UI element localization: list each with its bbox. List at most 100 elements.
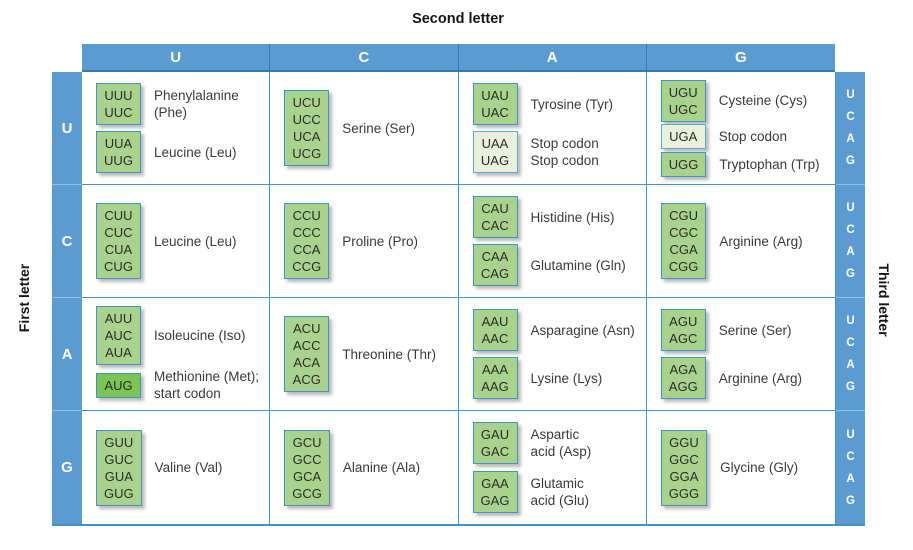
start-codon-box: AUG [96, 372, 141, 398]
codon-box: CAU CAC [472, 196, 518, 238]
codon-box: UAU UAC [472, 83, 518, 125]
third-letter-stack-rowA: U C A G [836, 298, 865, 411]
codon-group: GCU GCC GCA GCG Alanine (Ala) [284, 429, 453, 506]
codon-box: AGU AGC [660, 309, 706, 351]
cell-UC: UCU UCC UCA UCG Serine (Ser) [270, 72, 459, 185]
codon-group: CAU CAC Histidine (His) [472, 196, 642, 238]
first-letter-column: U C A G [52, 72, 82, 526]
codon-box: UGU UGC [660, 79, 706, 122]
amino-acid-label: Alanine (Ala) [342, 460, 421, 475]
cell-AG: AGU AGC Serine (Ser) AGA AGG Arginine (A… [646, 298, 835, 411]
codon-group: UCU UCC UCA UCG Serine (Ser) [284, 90, 453, 166]
codon-box: CGU CGC CGA CGG [660, 203, 707, 279]
codon-box: GUU GUC GUA GUG [96, 429, 142, 506]
amino-acid-label: Glutamine (Gln) [530, 257, 626, 273]
cell-CC: CCU CCC CCA CCG Proline (Pro) [270, 185, 459, 298]
third-letter-axis-label: Third letter [876, 263, 892, 337]
codon-group: CUU CUC CUA CUG Leucine (Leu) [96, 203, 265, 279]
header-letter-C: C [270, 44, 459, 70]
codon-box: UAA UAG [472, 131, 518, 173]
amino-acid-label: Proline (Pro) [342, 233, 419, 249]
codon-box: CUU CUC CUA CUG [96, 203, 141, 279]
codon-box: UGA [660, 124, 706, 149]
codon-group: AUU AUC AUA Isoleucine (Iso) [96, 306, 265, 365]
codon-box: GAU GAC [472, 422, 518, 465]
codon-group: GUU GUC GUA GUG Valine (Val) [96, 429, 265, 506]
codon-box: UUA UUG [96, 131, 141, 173]
cell-GC: GCU GCC GCA GCG Alanine (Ala) [270, 411, 459, 524]
amino-acid-label: Phenylalanine (Phe) [154, 88, 239, 120]
amino-acid-label: Leucine (Leu) [154, 144, 237, 160]
amino-acid-label: Stop codon [718, 129, 788, 144]
cell-CA: CAU CAC Histidine (His) CAA CAG Glutamin… [458, 185, 647, 298]
third-letter-stack-rowG: U C A G [846, 428, 855, 507]
cell-CG: CGU CGC CGA CGG Arginine (Arg) [646, 185, 835, 298]
codon-group: GAU GAC Aspartic acid (Asp) [472, 422, 642, 465]
codon-box: GCU GCC GCA GCG [284, 429, 330, 506]
amino-acid-label: Histidine (His) [530, 209, 615, 225]
codon-box: CCU CCC CCA CCG [284, 203, 330, 279]
cell-CU: CUU CUC CUA CUG Leucine (Leu) [82, 185, 271, 298]
codon-box: GAA GAG [472, 470, 518, 513]
third-letter-stack-rowU: U C A G [836, 72, 865, 185]
header-letter-G: G [735, 48, 747, 66]
header-letter-U: U [82, 44, 271, 70]
codon-box: UGG [660, 151, 707, 177]
cell-GA: GAU GAC Aspartic acid (Asp) GAA GAG Glut… [458, 411, 647, 524]
codon-group: AAA AAG Lysine (Lys) [472, 357, 642, 399]
codon-group: UGA Stop codon [660, 124, 831, 149]
first-letter-G: G [61, 459, 73, 476]
amino-acid-label: Stop codon Stop codon [530, 136, 599, 168]
third-letter-column: U C A G U C A G U C A G U C A G [835, 72, 865, 526]
codon-group: AGA AGG Arginine (Arg) [660, 357, 831, 399]
amino-acid-label: Asparagine (Asn) [530, 322, 635, 338]
codon-group: CAA CAG Glutamine (Gln) [472, 244, 642, 286]
cell-UG: UGU UGC Cysteine (Cys) UGA Stop codon UG… [646, 72, 835, 185]
codon-group: CCU CCC CCA CCG Proline (Pro) [284, 203, 453, 279]
cell-GU: GUU GUC GUA GUG Valine (Val) [82, 411, 271, 524]
cell-GG: GGU GGC GGA GGG Glycine (Gly) [646, 411, 835, 524]
cell-UU: UUU UUC Phenylalanine (Phe) UUA UUG Leuc… [82, 72, 271, 185]
amino-acid-label: Valine (Val) [154, 460, 223, 475]
codon-group: UGU UGC Cysteine (Cys) [660, 79, 831, 122]
amino-acid-label: Arginine (Arg) [719, 233, 803, 249]
amino-acid-label: Leucine (Leu) [154, 233, 237, 249]
amino-acid-label: Tyrosine (Tyr) [530, 96, 614, 112]
codon-group: AUG Methionine (Met); start codon [96, 368, 265, 402]
codon-group: UUU UUC Phenylalanine (Phe) [96, 83, 265, 125]
codon-group: AGU AGC Serine (Ser) [660, 309, 831, 351]
amino-acid-label: Lysine (Lys) [530, 370, 603, 386]
codon-group: GAA GAG Glutamic acid (Glu) [472, 470, 642, 513]
amino-acid-label: Methionine (Met); start codon [154, 369, 260, 401]
codon-box: AGA AGG [660, 357, 706, 399]
codon-group: UAU UAC Tyrosine (Tyr) [472, 83, 642, 125]
cell-AA: AAU AAC Asparagine (Asn) AAA AAG Lysine … [458, 298, 647, 411]
codon-group: CGU CGC CGA CGG Arginine (Arg) [660, 203, 831, 279]
amino-acid-label: Glycine (Gly) [720, 460, 799, 475]
cell-AU: AUU AUC AUA Isoleucine (Iso) AUG Methion… [82, 298, 271, 411]
codon-box: CAA CAG [472, 244, 518, 286]
first-letter-U: U [52, 72, 82, 185]
cell-UA: UAU UAC Tyrosine (Tyr) UAA UAG Stop codo… [458, 72, 647, 185]
codon-group: GGU GGC GGA GGG Glycine (Gly) [660, 429, 831, 506]
codon-table-body: UUU UUC Phenylalanine (Phe) UUA UUG Leuc… [82, 72, 835, 526]
codon-box: AAA AAG [472, 357, 518, 399]
first-letter-axis-label: First letter [16, 263, 32, 333]
codon-box: AUU AUC AUA [96, 306, 141, 365]
codon-group: AAU AAC Asparagine (Asn) [472, 309, 642, 351]
codon-box: UCU UCC UCA UCG [284, 90, 330, 166]
codon-box: GGU GGC GGA GGG [660, 429, 708, 506]
codon-group: ACU ACC ACA ACG Threonine (Thr) [284, 316, 453, 392]
first-letter-C: C [52, 185, 82, 298]
codon-box: ACU ACC ACA ACG [284, 316, 330, 392]
amino-acid-label: Isoleucine (Iso) [154, 328, 246, 343]
codon-group: UUA UUG Leucine (Leu) [96, 131, 265, 173]
amino-acid-label: Serine (Ser) [718, 322, 792, 338]
third-letter-stack-rowC: U C A G [836, 185, 865, 298]
codon-group: UGG Tryptophan (Trp) [660, 151, 831, 177]
amino-acid-label: Serine (Ser) [342, 120, 416, 136]
codon-group: UAA UAG Stop codon Stop codon [472, 131, 642, 173]
cell-AC: ACU ACC ACA ACG Threonine (Thr) [270, 298, 459, 411]
amino-acid-label: Tryptophan (Trp) [719, 156, 820, 172]
amino-acid-label: Glutamic acid (Glu) [530, 475, 590, 508]
